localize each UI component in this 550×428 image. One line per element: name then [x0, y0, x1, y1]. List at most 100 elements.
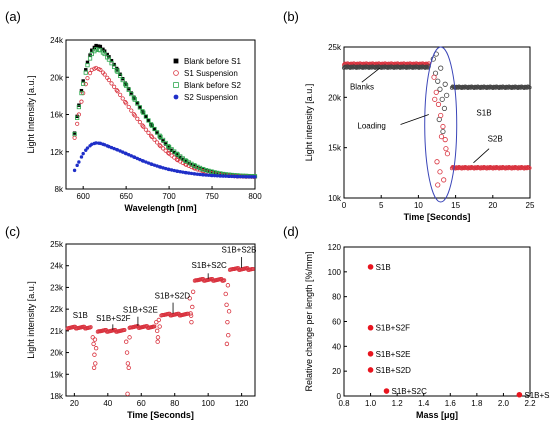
data-point [152, 126, 157, 132]
data-point [438, 133, 445, 140]
data-point [166, 143, 171, 149]
data-point [444, 92, 450, 98]
y-tick-label: 19k [50, 370, 64, 379]
data-point [72, 131, 77, 135]
data-point [132, 97, 137, 102]
x-tick-label: 60 [137, 399, 146, 408]
data-point [76, 104, 81, 110]
annotation-arrow [400, 114, 429, 125]
data-point [146, 118, 151, 123]
data-point [81, 79, 85, 83]
data-point [133, 155, 137, 160]
data-point [178, 170, 182, 174]
data-point [81, 151, 85, 156]
x-tick-label: 15 [451, 201, 460, 210]
data-point [201, 167, 206, 172]
data-point [161, 166, 165, 170]
data-point [107, 144, 111, 149]
panel-label: (d) [283, 224, 299, 239]
point-label: S1B+S2F [376, 324, 411, 333]
panel-label: (a) [5, 9, 21, 24]
y-tick-label: 21k [50, 327, 64, 336]
data-point [83, 82, 88, 87]
data-point [112, 62, 116, 67]
data-point [173, 94, 179, 100]
annotation-blanks: Blanks [350, 82, 374, 91]
data-point [439, 96, 445, 102]
series-loading [430, 51, 450, 135]
data-point [129, 154, 133, 158]
data-point [157, 133, 162, 138]
data-point [90, 48, 94, 52]
data-point [193, 172, 197, 176]
data-point [112, 64, 117, 69]
data-point [85, 146, 90, 150]
data-point [85, 76, 90, 81]
data-point [186, 311, 191, 316]
data-point [118, 73, 123, 78]
data-point [188, 311, 193, 316]
y-tick-label: 16k [50, 111, 64, 120]
data-point [121, 150, 125, 154]
data-point [221, 174, 225, 178]
point-label: S1B+S2E [376, 350, 411, 359]
data-point [367, 324, 374, 331]
data-point [201, 173, 206, 177]
data-point [129, 91, 134, 97]
data-point [122, 327, 127, 332]
data-point [222, 278, 227, 283]
data-point [102, 143, 107, 147]
plot-frame [343, 46, 531, 199]
panel-label: (c) [5, 224, 20, 239]
annotation-label: S1B+S2B [222, 246, 257, 255]
y-axis-label: Light intensity [a.u.] [304, 84, 314, 162]
data-point [244, 175, 249, 179]
y-tick-label: 15k [328, 144, 342, 153]
data-point [367, 264, 374, 270]
data-point [158, 144, 163, 149]
data-point [102, 72, 107, 77]
data-point [149, 123, 155, 128]
data-point [155, 131, 159, 135]
data-point [253, 175, 257, 179]
data-point [198, 172, 202, 177]
data-point [148, 133, 154, 138]
panel-label: (b) [283, 9, 299, 24]
data-point [102, 51, 107, 57]
x-tick-label: 2.0 [498, 399, 510, 408]
data-point [209, 169, 215, 174]
data-point [190, 289, 196, 294]
data-point [166, 144, 172, 150]
y-tick-label: 100 [328, 268, 342, 277]
data-point [188, 313, 194, 318]
annotation-label: S1B+S2F [96, 314, 131, 323]
y-tick-label: 10k [328, 194, 342, 203]
data-point [175, 169, 180, 174]
data-point [115, 69, 120, 74]
data-point [137, 120, 142, 125]
data-point [133, 96, 137, 101]
x-tick-label: 1.6 [445, 399, 457, 408]
data-point [250, 266, 255, 271]
legend-entry: Blank before S2 [184, 81, 241, 90]
data-point [81, 81, 86, 86]
data-point [367, 367, 374, 373]
data-point [93, 47, 99, 52]
data-point [187, 161, 191, 166]
data-point [118, 149, 122, 153]
data-point [178, 155, 182, 160]
series-points [367, 264, 523, 398]
data-point [226, 309, 232, 314]
data-point [232, 174, 237, 179]
data-point [129, 108, 134, 113]
data-point [206, 169, 211, 174]
data-point [87, 56, 93, 61]
data-point [79, 155, 84, 159]
series-blanks [341, 64, 431, 70]
legend: Blank before S1 S1 Suspension Blank before… [173, 57, 241, 102]
data-point [383, 388, 390, 394]
data-point [98, 67, 103, 72]
y-tick-label: 20k [50, 349, 64, 358]
data-point [154, 130, 160, 135]
